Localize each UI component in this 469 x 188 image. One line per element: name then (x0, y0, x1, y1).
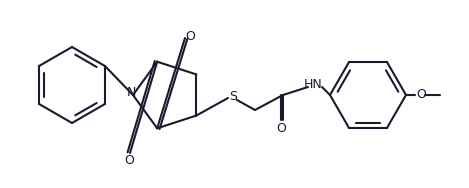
Text: HN: HN (303, 77, 322, 90)
Text: O: O (185, 30, 195, 42)
Text: O: O (276, 123, 286, 136)
Text: N: N (126, 86, 136, 99)
Text: S: S (229, 89, 237, 102)
Text: O: O (416, 89, 426, 102)
Text: O: O (124, 155, 134, 168)
